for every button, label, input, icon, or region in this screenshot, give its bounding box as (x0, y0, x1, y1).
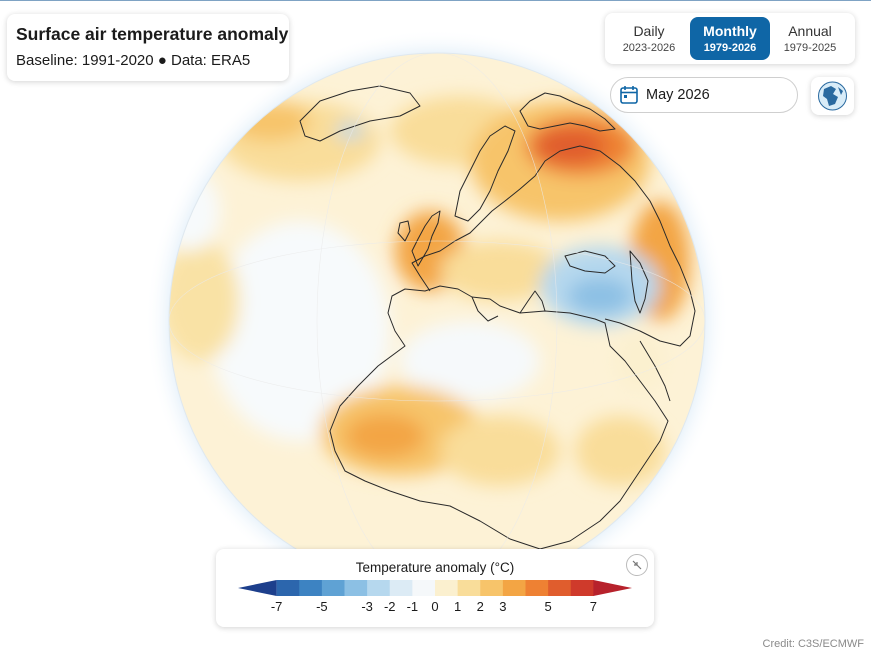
tab-daily[interactable]: Daily 2023-2026 (609, 17, 689, 60)
tab-monthly[interactable]: Monthly 1979-2026 (690, 17, 770, 60)
legend-tick-label: 3 (499, 599, 507, 614)
tab-label: Annual (788, 23, 832, 39)
legend-tick-label: -7 (270, 599, 283, 614)
date-picker[interactable]: May 2026 (610, 77, 798, 113)
color-swatch (344, 580, 368, 596)
page-title: Surface air temperature anomaly (16, 24, 289, 44)
color-swatch (480, 580, 504, 596)
color-swatch (299, 580, 323, 596)
title-card: Surface air temperature anomaly Baseline… (7, 14, 289, 81)
legend-tick-label: 7 (589, 599, 597, 614)
color-swatch (502, 580, 526, 596)
color-swatch (593, 580, 632, 596)
color-swatch (238, 580, 277, 596)
frequency-selector: Daily 2023-2026 Monthly 1979-2026 Annual… (605, 13, 855, 64)
anomaly-field (169, 53, 705, 589)
page-subtitle: Baseline: 1991-2020 ● Data: ERA5 (16, 52, 251, 69)
color-swatch (389, 580, 413, 596)
legend-tick-label: 0 (431, 599, 439, 614)
color-swatch (548, 580, 572, 596)
date-value: May 2026 (646, 87, 710, 103)
tab-range: 1979-2025 (783, 42, 837, 54)
calendar-icon (620, 86, 638, 104)
legend-tick-label: 1 (454, 599, 462, 614)
legend-tick-label: -3 (361, 599, 373, 614)
color-swatch (276, 580, 300, 596)
tab-annual[interactable]: Annual 1979-2025 (770, 17, 850, 60)
color-swatch (570, 580, 594, 596)
coastlines (299, 85, 696, 550)
legend-tick-label: 5 (544, 599, 552, 614)
color-swatch (367, 580, 391, 596)
color-swatch (525, 580, 549, 596)
tab-label: Monthly (703, 23, 757, 39)
tab-label: Daily (633, 23, 665, 39)
legend-tick-label: -5 (316, 599, 328, 614)
graticule (169, 53, 705, 589)
color-swatch (435, 580, 459, 596)
globe-icon (818, 81, 847, 111)
color-swatch (321, 580, 345, 596)
legend-title: Temperature anomaly (°C) (355, 560, 515, 575)
color-swatch (457, 580, 481, 596)
legend-tick-label: 2 (476, 599, 484, 614)
tab-range: 2023-2026 (622, 42, 676, 54)
collapse-arrows-icon[interactable] (626, 554, 648, 576)
tab-range: 1979-2026 (703, 42, 757, 54)
legend-tick-label: -1 (406, 599, 419, 614)
legend-panel: Temperature anomaly (°C) -7 -5 -3 -2 -1 0 1 2 3 5… (216, 549, 654, 627)
legend-tick-label: -2 (383, 599, 396, 614)
color-swatch (412, 580, 436, 596)
globe-view-button[interactable] (811, 77, 854, 115)
color-scale (238, 580, 632, 596)
credit-text: Credit: C3S/ECMWF (762, 638, 864, 650)
